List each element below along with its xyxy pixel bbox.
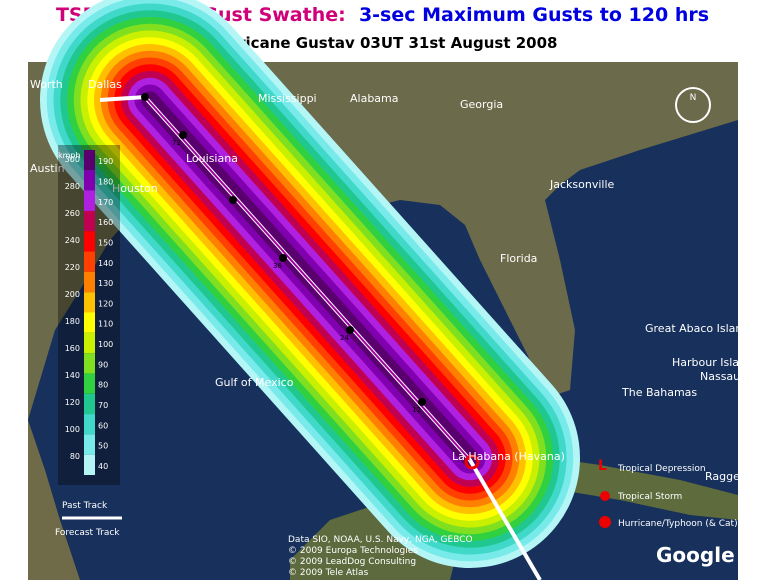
scale-swatch	[84, 231, 95, 252]
place: Louisiana	[186, 152, 238, 165]
place: Houston	[112, 182, 158, 195]
logo: Google	[656, 543, 735, 567]
place: Georgia	[460, 98, 503, 111]
place: Jacksonville	[549, 178, 615, 191]
scale-swatch	[84, 190, 95, 211]
scale-swatch	[84, 454, 95, 475]
hour-label: 36	[273, 262, 282, 270]
scale-swatch	[84, 353, 95, 374]
mph-label: 110	[98, 320, 113, 329]
scale-swatch	[84, 210, 95, 232]
hour-label: 24	[340, 334, 349, 342]
scale-swatch	[84, 414, 95, 435]
kmph-label: 200	[65, 290, 80, 299]
place: Gulf of Mexico	[215, 376, 294, 389]
scale-swatch	[84, 150, 95, 171]
kmph-label: 260	[65, 209, 80, 218]
land-mexico	[28, 420, 80, 580]
kmph-label: 160	[65, 344, 80, 353]
mph-label: 90	[98, 360, 108, 369]
mph-label: 100	[98, 340, 113, 349]
kmph-label: 240	[65, 236, 80, 245]
kmph-label: 120	[65, 398, 80, 407]
mph-label: 150	[98, 238, 113, 247]
scale-swatch	[84, 251, 95, 272]
mph-label: 120	[98, 299, 113, 308]
track-legend: Past Track Forecast Track	[55, 501, 122, 538]
place: Ragged	[705, 470, 747, 483]
map-labels: Worth Dallas Mississippi Alabama Georgia…	[30, 78, 753, 483]
credit: Data SIO, NOAA, U.S. Navy, NGA, GEBCO	[288, 535, 473, 545]
credits: Data SIO, NOAA, U.S. Navy, NGA, GEBCO © …	[288, 535, 473, 578]
scale-unit: kmph	[58, 151, 81, 160]
kmph-label: 140	[65, 371, 80, 380]
credit: © 2009 Europa Technologies	[288, 546, 418, 556]
place: The Bahamas	[621, 386, 697, 399]
scale-swatch	[84, 292, 95, 313]
place: Harbour Island	[672, 356, 753, 369]
kmph-label: 300	[65, 155, 80, 164]
place: Austin	[30, 162, 65, 175]
scale-swatch	[84, 393, 95, 415]
storm-icon	[464, 454, 480, 470]
place: Great Abaco Island	[645, 322, 749, 335]
kmph-label: 180	[65, 317, 80, 326]
scale-swatch	[84, 332, 95, 354]
place: Worth	[30, 78, 63, 91]
mph-label: 170	[98, 198, 113, 207]
scale-swatch	[84, 373, 95, 394]
svg-text:L: L	[598, 458, 607, 474]
mph-label: 180	[98, 178, 113, 187]
mph-label: 130	[98, 279, 113, 288]
forecast-track	[144, 96, 471, 461]
mph-label: 80	[98, 381, 108, 390]
kmph-label: 280	[65, 182, 80, 191]
hour-label: 12	[412, 406, 421, 414]
storm-type: Tropical Depression	[617, 464, 706, 474]
scale-swatch	[84, 434, 95, 455]
place: Mississippi	[258, 92, 317, 105]
track-points	[141, 93, 426, 406]
storm-type: Tropical Storm	[617, 492, 682, 502]
title-part2: 3-sec Maximum Gusts to 120 hrs	[358, 4, 710, 26]
mph-label: 50	[98, 442, 108, 451]
storm-type: Hurricane/Typhoon (& Cat)	[618, 519, 738, 529]
place: Nassau	[700, 370, 740, 383]
compass: N	[675, 87, 711, 123]
mph-label: 70	[98, 401, 108, 410]
mph-label: 40	[98, 462, 108, 471]
forecast-track-label: Forecast Track	[55, 528, 120, 538]
mph-label: 160	[98, 218, 113, 227]
scale: 190 180 170 160 150 140 130 120 110 100 90 80 70 60 50…	[65, 150, 113, 475]
storm-legend: L Tropical Depression Tropical Storm Hur…	[598, 458, 738, 529]
place: Florida	[500, 252, 537, 265]
credit: © 2009 Tele Atlas	[288, 568, 369, 578]
place: La Habana (Havana)	[452, 450, 565, 463]
past-track-label: Past Track	[62, 501, 108, 511]
kmph-label: 220	[65, 263, 80, 272]
track-hours: 72 36 24 12	[172, 139, 421, 414]
place: Alabama	[350, 92, 399, 105]
scale-swatch	[84, 271, 95, 293]
place: Dallas	[88, 78, 122, 91]
mph-label: 140	[98, 259, 113, 268]
mph-label: 190	[98, 157, 113, 166]
scale-swatch	[84, 170, 95, 191]
scale-swatch	[84, 312, 95, 333]
kmph-label: 80	[70, 452, 80, 461]
hour-label: 72	[172, 139, 181, 147]
kmph-label: 100	[65, 425, 80, 434]
compass-n: N	[690, 93, 697, 103]
mph-label: 60	[98, 421, 108, 430]
subtitle: Hurricane Gustav 03UT 31st August 2008	[207, 34, 558, 52]
credit: © 2009 LeadDog Consulting	[288, 557, 416, 567]
